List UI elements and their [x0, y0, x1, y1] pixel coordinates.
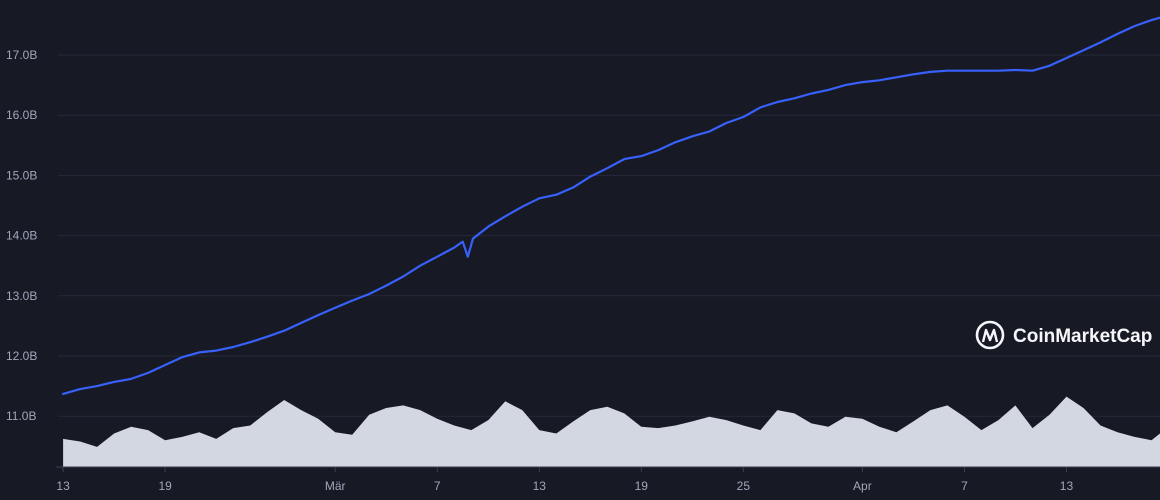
x-tick-label: 19: [158, 479, 172, 493]
watermark-text: CoinMarketCap: [1013, 326, 1152, 347]
x-tick-label: 25: [737, 479, 751, 493]
x-tick-label: 13: [533, 479, 547, 493]
y-tick-label: 17.0B: [6, 48, 37, 62]
y-tick-label: 11.0B: [6, 409, 36, 423]
x-tick-label: 7: [961, 479, 968, 493]
coinmarketcap-logo: CoinMarketCap: [975, 320, 1152, 350]
x-tick-label: Apr: [853, 479, 872, 493]
logo-ring-icon: [975, 320, 1005, 350]
x-tick-label: Mär: [325, 479, 346, 493]
volume-area: [63, 396, 1160, 467]
logo-wave-icon: [981, 328, 999, 343]
y-tick-label: 16.0B: [6, 108, 37, 122]
x-tick-label: 19: [635, 479, 649, 493]
market-cap-line: [62, 16, 1160, 395]
y-tick-label: 15.0B: [6, 168, 37, 182]
x-tick-label: 13: [56, 479, 70, 493]
x-tick-label: 7: [434, 479, 441, 493]
y-tick-label: 13.0B: [6, 289, 37, 303]
x-tick-label: 13: [1060, 479, 1074, 493]
y-tick-label: 12.0B: [6, 349, 37, 363]
y-tick-label: 14.0B: [6, 229, 37, 243]
